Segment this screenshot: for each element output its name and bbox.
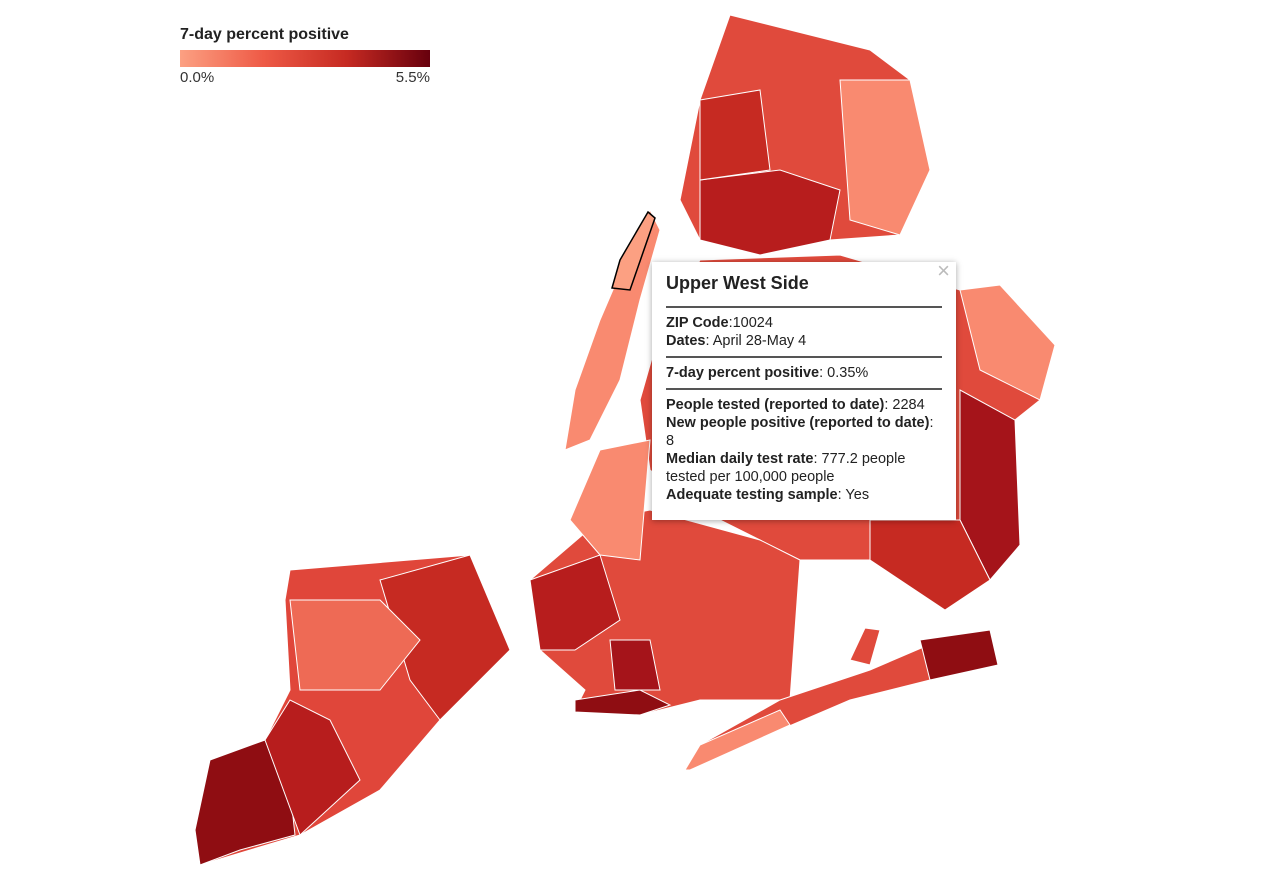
zip-area (869, 519, 991, 611)
legend: 7-day percent positive 0.0% 5.5% (180, 26, 430, 86)
zip-area (569, 439, 651, 561)
tooltip: × Upper West Side ZIP Code:10024 Dates: A… (652, 258, 956, 520)
legend-labels: 0.0% 5.5% (180, 69, 430, 86)
tooltip-group: People tested (reported to date): 2284 Ne… (666, 388, 942, 510)
legend-max: 5.5% (395, 69, 430, 86)
zip-area (959, 389, 1021, 581)
tooltip-title: Upper West Side (666, 273, 809, 293)
row-label: People tested (reported to date) (666, 397, 885, 413)
tooltip-row: Dates: April 28-May 4 (666, 332, 942, 350)
zip-area (529, 554, 621, 651)
row-label: New people positive (reported to date) (666, 415, 930, 431)
tooltip-row: Adequate testing sample: Yes (666, 486, 942, 504)
row-label: 7-day percent positive (666, 365, 820, 381)
zip-area (699, 89, 771, 181)
row-label: ZIP Code (666, 315, 729, 331)
zip-area (264, 699, 361, 836)
row-value: : Yes (837, 487, 870, 503)
zip-area (574, 689, 672, 716)
tooltip-group: ZIP Code:10024 Dates: April 28-May 4 (666, 306, 942, 356)
zip-area (379, 554, 511, 721)
legend-title: 7-day percent positive (180, 26, 349, 43)
row-value: : 8 (666, 415, 934, 449)
tooltip-row: 7-day percent positive: 0.35% (666, 364, 942, 382)
zip-area (609, 639, 661, 691)
zip-area (699, 169, 841, 256)
legend-min: 0.0% (180, 69, 215, 86)
zip-area (919, 629, 999, 681)
row-value: : 0.35% (819, 365, 869, 381)
tooltip-row: People tested (reported to date): 2284 (666, 396, 942, 414)
tooltip-row: Median daily test rate: 777.2 people tes… (666, 450, 942, 486)
tooltip-group: 7-day percent positive: 0.35% (666, 356, 942, 388)
close-button[interactable]: × (937, 258, 950, 283)
row-label: Adequate testing sample (666, 487, 838, 503)
row-label: Dates (666, 333, 706, 349)
tooltip-row: ZIP Code:10024 (666, 314, 942, 332)
row-label: Median daily test rate (666, 451, 814, 467)
zip-area (959, 284, 1056, 401)
zip-area (289, 599, 421, 691)
zip-area (684, 709, 791, 771)
zip-area (849, 627, 881, 666)
tooltip-row: New people positive (reported to date): … (666, 414, 942, 450)
selected-zip-outline (611, 210, 656, 291)
row-value: : 2284 (884, 397, 925, 413)
row-value: : 777.2 people tested per 100,000 people (666, 451, 906, 485)
zip-area (839, 79, 931, 236)
row-value: : April 28-May 4 (705, 333, 807, 349)
legend-gradient (180, 50, 430, 67)
row-value: :10024 (728, 315, 773, 331)
